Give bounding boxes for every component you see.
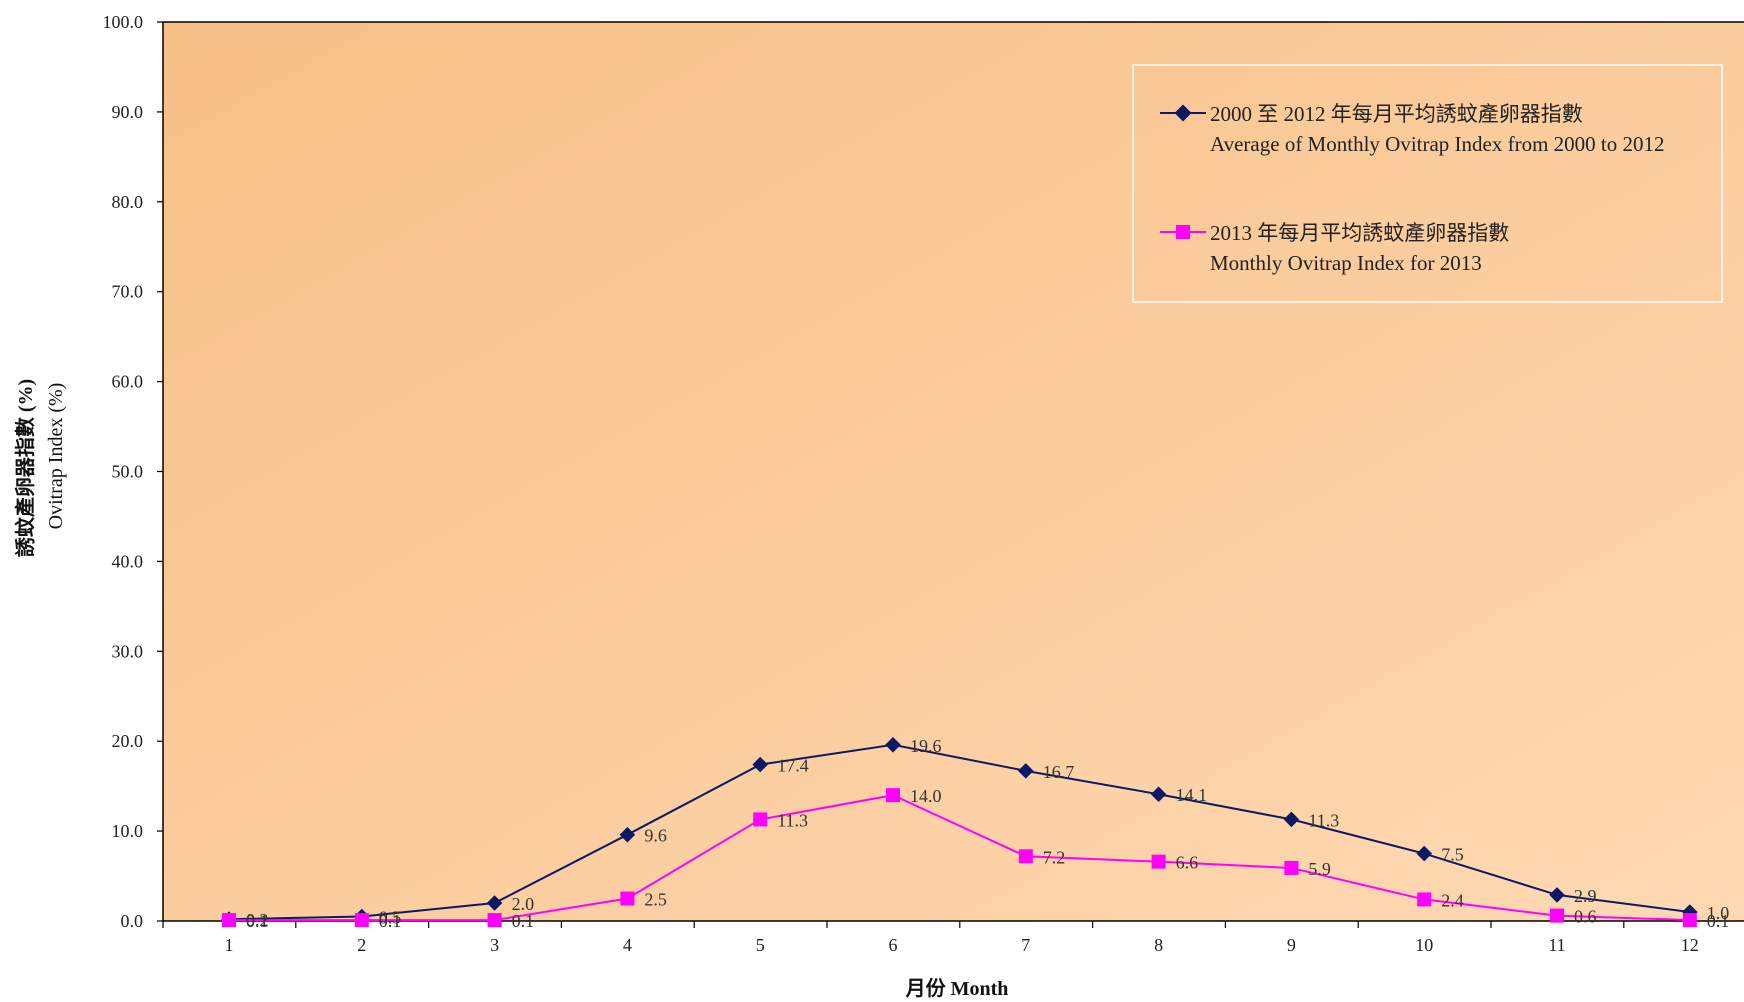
x-tick-label: 9	[1287, 935, 1296, 955]
legend-box	[1132, 64, 1723, 303]
series-2-data-label: 2.4	[1441, 890, 1464, 910]
x-tick-label: 3	[490, 935, 499, 955]
y-tick-label: 90.0	[112, 102, 144, 122]
series-1-point	[1549, 887, 1565, 903]
series-2-point	[620, 891, 635, 906]
series-1-data-label: 16.7	[1043, 762, 1075, 782]
x-tick-label: 2	[357, 935, 366, 955]
series-line-2	[229, 794, 1690, 922]
series-2-data-label: 2.5	[644, 890, 667, 910]
x-axis-title: 月份 Month	[905, 976, 1009, 1000]
x-tick-label: 7	[1021, 935, 1030, 955]
legend-series-1-en: Average of Monthly Ovitrap Index from 20…	[1210, 132, 1665, 156]
series-1-point	[1150, 786, 1167, 803]
series-2-data-label: 5.9	[1308, 859, 1331, 879]
y-tick-label: 100.0	[103, 12, 144, 32]
y-tick-label: 60.0	[112, 372, 144, 392]
y-tick-label: 40.0	[112, 551, 144, 571]
y-tick-label: 30.0	[112, 641, 144, 661]
legend-series-2-en: Monthly Ovitrap Index for 2013	[1210, 251, 1482, 275]
series-2-data-label: 0.1	[512, 911, 534, 931]
series-1-data-label: 2.0	[512, 894, 534, 914]
series-1-point	[619, 826, 636, 843]
series-1-point	[885, 737, 901, 753]
y-tick-label: 80.0	[112, 192, 144, 212]
series-2-data-label: 0.1	[379, 911, 402, 931]
x-tick-label: 5	[756, 935, 765, 955]
series-2-data-label: 0.1	[1707, 911, 1730, 931]
series-2-point	[1151, 854, 1166, 869]
series-2-point	[354, 913, 369, 928]
series-2-point	[753, 812, 768, 827]
series-1-data-label: 0.5	[379, 908, 402, 928]
y-axis: 0.0 10.0 20.0 30.0 40.0 50.0 60.0 70.0 80.0 90.0 1…	[103, 12, 1744, 931]
x-tick-label: 8	[1154, 935, 1163, 955]
series-1-point	[752, 756, 768, 773]
series-2-data-label: 6.6	[1176, 853, 1199, 873]
series-1-point	[1283, 811, 1300, 828]
series-2-point	[1284, 860, 1299, 875]
series-2-point	[1550, 908, 1564, 923]
series-1-data-label: 7.5	[1441, 845, 1464, 865]
y-tick-label: 50.0	[112, 462, 144, 482]
y-axis-title-en: Ovitrap Index (%)	[45, 383, 67, 530]
series-2-point	[1417, 892, 1432, 907]
y-tick-label: 70.0	[112, 282, 144, 302]
plot-area	[163, 22, 1744, 921]
series-2-data-label: 0.1	[246, 911, 269, 931]
y-tick-label: 20.0	[112, 731, 144, 751]
series-2-point	[886, 788, 900, 803]
legend-series-1-zh: 2000 至 2012 年每月平均誘蚊產卵器指數	[1210, 102, 1583, 126]
series-2-point	[487, 913, 502, 928]
series-2-point	[1682, 913, 1697, 928]
x-tick-label: 10	[1415, 935, 1433, 955]
y-axis-title-zh: 誘蚊產卵器指數 (%)	[13, 379, 37, 557]
series-1-data-label: 1.0	[1707, 903, 1730, 923]
series-1-data-label: 19.6	[910, 736, 942, 756]
series-2-data-label: 7.2	[1043, 847, 1066, 867]
legend-square-marker	[1176, 225, 1190, 239]
series-1-data-label: 9.6	[644, 826, 667, 846]
x-tick-label: 6	[889, 935, 898, 955]
series-1-data-label: 17.4	[777, 756, 809, 776]
series-layer: 0.2 0.5 2.0 9.6 17.4 19.6 16.7 14.1 11.3 7.5 2.9 1.…	[221, 736, 1729, 931]
x-tick-label: 11	[1548, 935, 1565, 955]
y-tick-label: 0.0	[121, 911, 144, 931]
y-tick-label: 10.0	[112, 821, 144, 841]
x-tick-label: 12	[1681, 935, 1699, 955]
x-tick-label: 4	[623, 935, 632, 955]
series-2-point	[1018, 849, 1033, 864]
series-2-data-label: 11.3	[777, 810, 808, 830]
series-2-data-label: 0.6	[1574, 907, 1597, 927]
series-line-1	[228, 743, 1690, 921]
series-1-data-label: 11.3	[1308, 810, 1339, 830]
legend-series-2-zh: 2013 年每月平均誘蚊產卵器指數	[1210, 221, 1509, 245]
series-1-point	[1416, 845, 1432, 862]
x-tick-label: 1	[225, 935, 234, 955]
series-2-data-label: 14.0	[910, 786, 942, 806]
series-1-data-label: 2.9	[1574, 886, 1597, 906]
series-1-data-label: 14.1	[1176, 785, 1208, 805]
series-1-data-label: 0.2	[246, 910, 269, 930]
series-2-point	[222, 913, 236, 928]
